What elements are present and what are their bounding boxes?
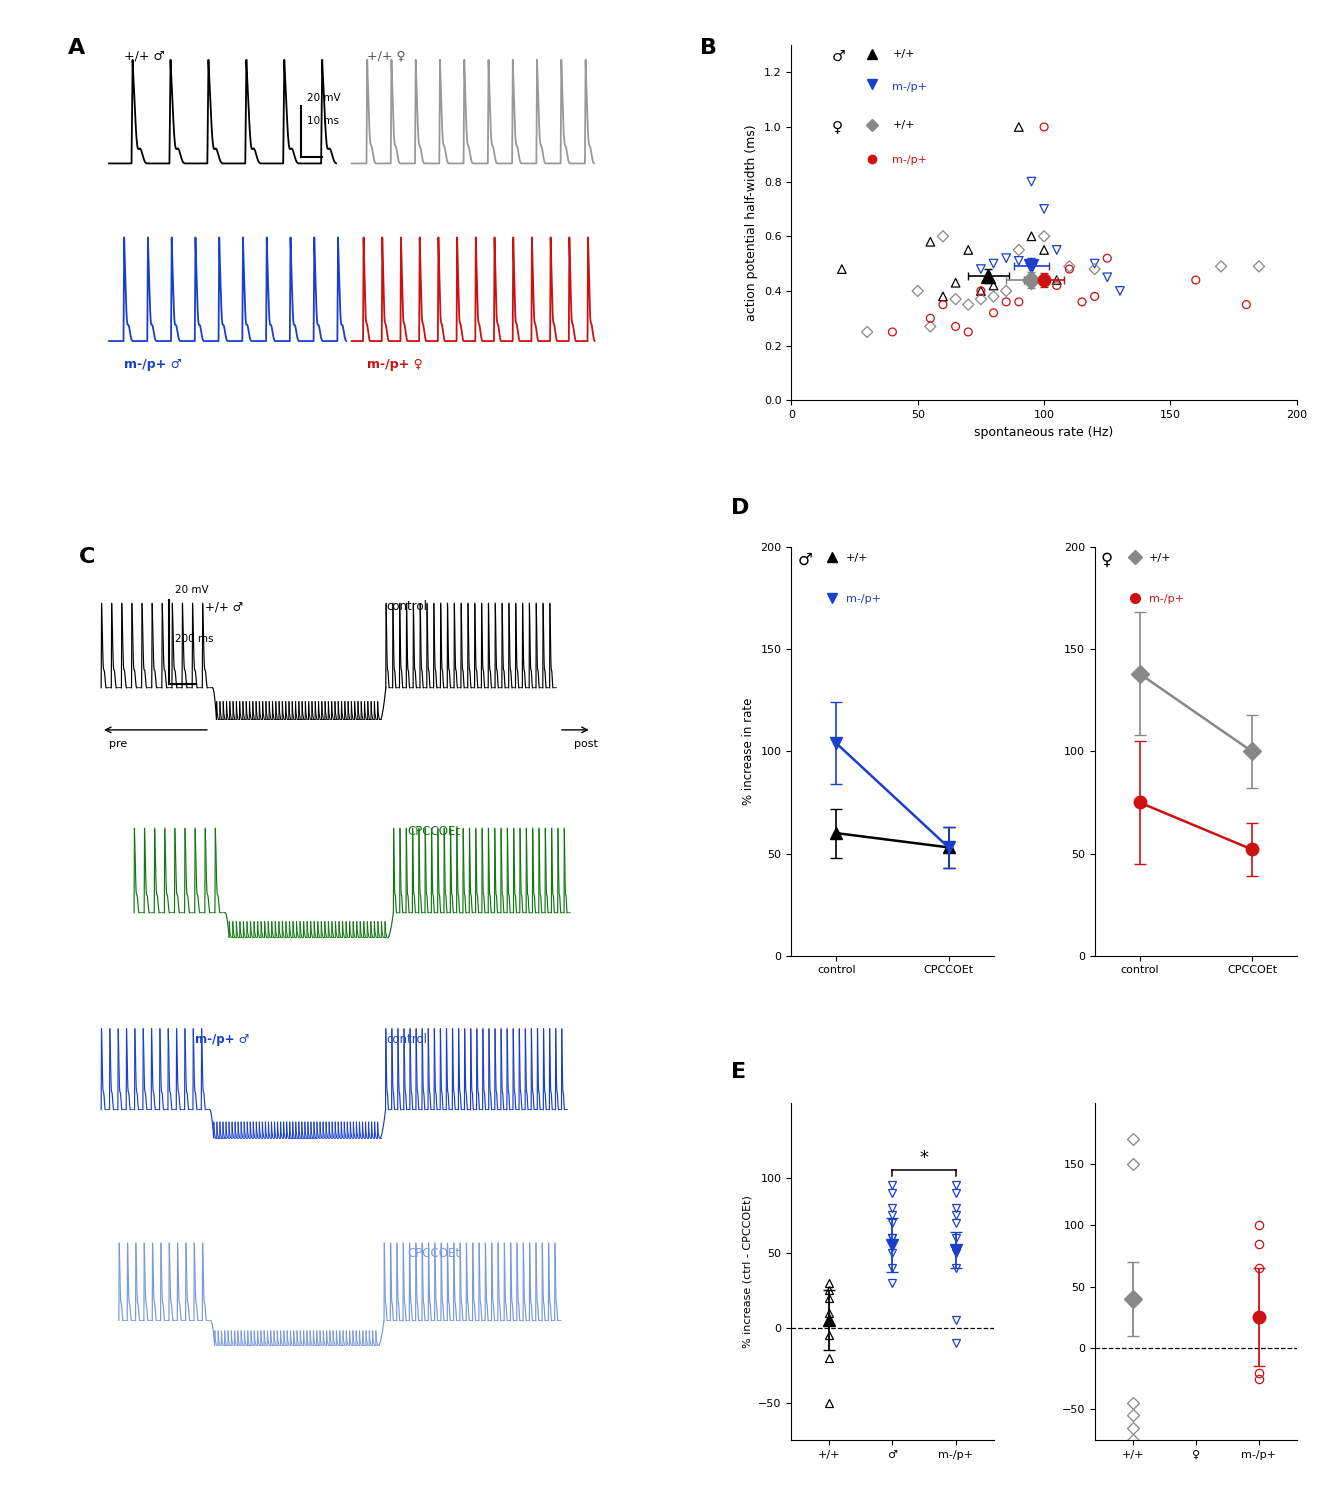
Point — [1110, 279, 1131, 303]
Text: +/+: +/+ — [892, 48, 915, 58]
Text: 20 mV: 20 mV — [308, 93, 341, 102]
Y-axis label: action potential half-width (ms): action potential half-width (ms) — [745, 124, 758, 321]
Text: E: E — [730, 1062, 746, 1082]
Point — [920, 306, 941, 330]
Y-axis label: % increase in rate: % increase in rate — [742, 698, 755, 806]
Text: ♂: ♂ — [832, 48, 845, 63]
Point — [945, 315, 967, 339]
Text: +/+: +/+ — [892, 120, 915, 129]
Point — [945, 286, 967, 310]
Point — [832, 256, 853, 280]
Text: m-/p+ ♂: m-/p+ ♂ — [124, 357, 182, 370]
Point — [1008, 238, 1029, 262]
Text: +/+: +/+ — [1150, 554, 1171, 562]
Point — [932, 285, 953, 309]
Point — [945, 272, 967, 296]
Point — [1084, 256, 1106, 280]
Point — [920, 315, 941, 339]
Text: +/+: +/+ — [846, 554, 869, 562]
Text: m-/p+ ♀: m-/p+ ♀ — [366, 357, 422, 370]
Point — [1008, 249, 1029, 273]
Point — [983, 285, 1004, 309]
Point — [932, 225, 953, 249]
Point — [1020, 170, 1042, 194]
Text: pre: pre — [108, 740, 127, 750]
Point — [1034, 196, 1055, 220]
Text: CPCCOEt: CPCCOEt — [406, 1246, 460, 1260]
Point — [971, 279, 992, 303]
Text: D: D — [730, 498, 749, 517]
Point — [932, 292, 953, 316]
Point — [1034, 238, 1055, 262]
Point — [983, 302, 1004, 326]
Point — [1046, 238, 1067, 262]
Text: 200 ms: 200 ms — [175, 634, 214, 644]
Point — [1071, 290, 1092, 314]
Point — [1210, 255, 1231, 279]
Text: control: control — [386, 600, 428, 613]
Point — [1059, 256, 1080, 280]
Point — [983, 273, 1004, 297]
Text: control: control — [386, 1034, 428, 1046]
Text: C: C — [79, 548, 95, 567]
Point — [1235, 292, 1257, 316]
Point — [881, 320, 902, 344]
Text: ♂: ♂ — [797, 550, 813, 568]
Point — [1020, 252, 1042, 276]
Point — [957, 292, 979, 316]
Text: post: post — [574, 740, 598, 750]
Point — [1249, 255, 1270, 279]
Point — [1020, 252, 1042, 276]
Point — [1185, 268, 1206, 292]
Text: ♀: ♀ — [832, 120, 842, 135]
Text: 10 ms: 10 ms — [308, 117, 340, 126]
Point — [1096, 246, 1118, 270]
Point — [1020, 225, 1042, 249]
Point — [1046, 273, 1067, 297]
Text: m-/p+: m-/p+ — [1150, 594, 1185, 604]
Point — [1034, 225, 1055, 249]
Point — [1084, 252, 1106, 276]
Point — [920, 230, 941, 254]
Text: B: B — [701, 38, 717, 58]
Point — [996, 279, 1017, 303]
Text: *: * — [920, 1149, 928, 1167]
Point — [1046, 268, 1067, 292]
Text: +/+ ♂: +/+ ♂ — [205, 600, 243, 613]
Text: m-/p+: m-/p+ — [846, 594, 881, 604]
Point — [1034, 116, 1055, 140]
Point — [857, 320, 878, 344]
Point — [1084, 285, 1106, 309]
Point — [957, 320, 979, 344]
Text: CPCCOEt: CPCCOEt — [406, 825, 460, 839]
Point — [1059, 255, 1080, 279]
Text: m-/p+: m-/p+ — [892, 154, 928, 165]
Text: +/+ ♀: +/+ ♀ — [366, 50, 405, 63]
Point — [971, 279, 992, 303]
Point — [996, 290, 1017, 314]
Text: +/+ ♂: +/+ ♂ — [124, 50, 164, 63]
Text: m-/p+ ♂: m-/p+ ♂ — [195, 1034, 249, 1046]
Point — [971, 286, 992, 310]
Point — [971, 256, 992, 280]
Text: 20 mV: 20 mV — [175, 585, 209, 596]
Point — [983, 252, 1004, 276]
Point — [906, 279, 928, 303]
Point — [1008, 290, 1029, 314]
Point — [957, 238, 979, 262]
Text: m-/p+: m-/p+ — [892, 82, 928, 93]
Point — [1008, 116, 1029, 140]
X-axis label: spontaneous rate (Hz): spontaneous rate (Hz) — [975, 426, 1114, 438]
Point — [1096, 266, 1118, 290]
Text: A: A — [68, 38, 86, 58]
Text: ♀: ♀ — [1100, 550, 1112, 568]
Point — [996, 246, 1017, 270]
Y-axis label: % increase (ctrl - CPCCOEt): % increase (ctrl - CPCCOEt) — [742, 1196, 753, 1347]
